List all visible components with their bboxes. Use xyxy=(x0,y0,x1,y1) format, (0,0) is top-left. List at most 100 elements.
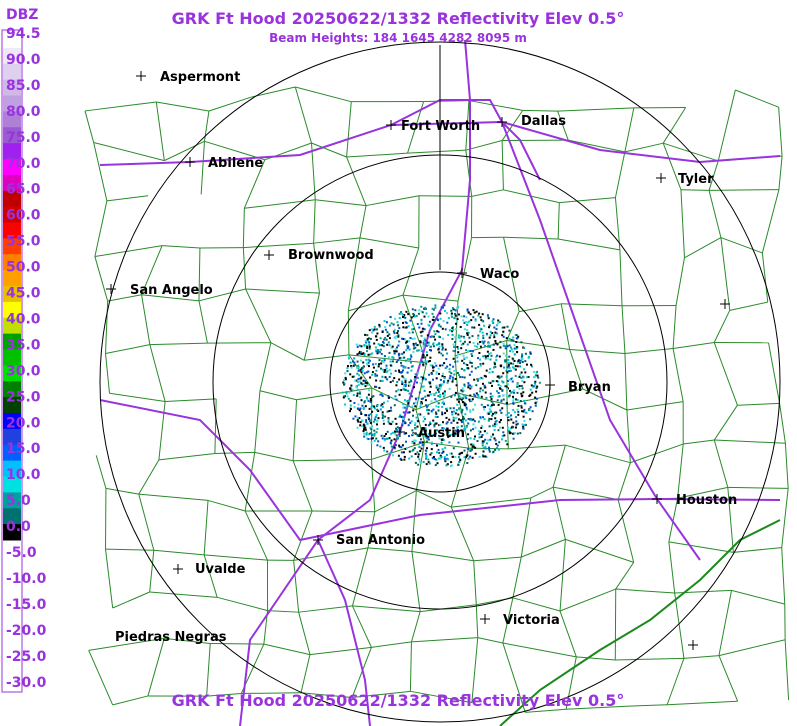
legend-swatch xyxy=(3,47,21,65)
echo xyxy=(387,341,390,344)
county-line xyxy=(105,344,150,355)
echo xyxy=(417,420,420,423)
echo xyxy=(522,415,525,418)
echo xyxy=(466,438,469,441)
echo xyxy=(373,439,376,442)
echo xyxy=(397,454,400,457)
echo xyxy=(456,360,459,363)
echo xyxy=(356,345,359,348)
echo xyxy=(402,411,405,414)
echo xyxy=(393,404,396,407)
echo xyxy=(417,455,420,458)
county-line xyxy=(351,547,369,607)
echo xyxy=(414,427,417,430)
echo xyxy=(367,370,370,373)
echo xyxy=(390,406,392,409)
echo xyxy=(515,346,518,348)
echo xyxy=(469,449,472,452)
county-line xyxy=(267,610,299,613)
echo xyxy=(482,447,485,450)
legend-label: 85.0 xyxy=(6,78,41,94)
echo xyxy=(443,390,446,393)
echo xyxy=(507,358,510,361)
echo xyxy=(472,443,475,446)
echo xyxy=(364,405,367,408)
echo xyxy=(474,435,476,438)
echo xyxy=(441,402,444,404)
county-line xyxy=(465,100,470,151)
echo xyxy=(369,413,372,416)
echo xyxy=(517,359,520,361)
echo xyxy=(422,416,425,419)
echo xyxy=(425,440,428,443)
echo xyxy=(397,388,400,391)
county-line xyxy=(374,490,417,513)
county-line xyxy=(450,506,475,561)
echo xyxy=(423,315,426,318)
echo xyxy=(400,389,403,392)
echo xyxy=(520,392,523,395)
echo xyxy=(353,406,356,409)
echo xyxy=(408,399,411,402)
echo xyxy=(523,368,526,371)
echo xyxy=(365,371,368,374)
echo xyxy=(386,331,389,334)
echo xyxy=(397,330,399,332)
echo xyxy=(519,359,522,362)
county-line xyxy=(411,550,474,562)
echo xyxy=(359,380,362,383)
echo xyxy=(427,412,430,415)
echo xyxy=(417,396,420,399)
echo xyxy=(422,343,425,346)
echo xyxy=(454,336,457,339)
legend-swatch xyxy=(3,428,21,446)
legend-swatch xyxy=(3,32,21,49)
echo xyxy=(462,397,465,400)
echo xyxy=(457,336,460,339)
echo xyxy=(456,429,459,432)
echo xyxy=(394,350,397,353)
echo xyxy=(455,429,457,432)
echo xyxy=(450,421,453,424)
echo xyxy=(488,324,491,327)
echo xyxy=(369,421,372,424)
county-line xyxy=(503,236,559,240)
echo xyxy=(396,346,398,349)
echo xyxy=(382,414,384,417)
echo xyxy=(393,377,396,380)
echo xyxy=(418,413,421,416)
county-line xyxy=(105,487,139,495)
echo xyxy=(348,356,350,358)
echo xyxy=(401,424,404,427)
echo xyxy=(398,444,401,447)
county-line xyxy=(242,247,247,290)
echo xyxy=(412,402,415,405)
echo xyxy=(371,410,374,413)
echo xyxy=(510,338,513,341)
echo xyxy=(364,340,367,343)
echo xyxy=(419,331,422,334)
echo xyxy=(443,304,446,307)
echo xyxy=(457,456,460,459)
echo xyxy=(436,330,439,333)
echo xyxy=(366,338,369,341)
echo xyxy=(427,432,430,435)
echo xyxy=(432,345,435,348)
echo xyxy=(367,353,370,356)
echo xyxy=(429,364,432,367)
echo xyxy=(508,395,510,398)
echo xyxy=(486,432,489,435)
echo xyxy=(488,371,491,374)
echo xyxy=(382,368,385,371)
radar-echoes xyxy=(341,304,541,468)
county-line xyxy=(411,490,417,552)
echo xyxy=(429,328,432,331)
echo xyxy=(496,354,499,357)
echo xyxy=(410,380,413,383)
county-line xyxy=(683,655,719,659)
echo xyxy=(441,438,443,441)
echo xyxy=(400,415,403,418)
echo xyxy=(344,372,347,375)
echo xyxy=(463,456,466,459)
